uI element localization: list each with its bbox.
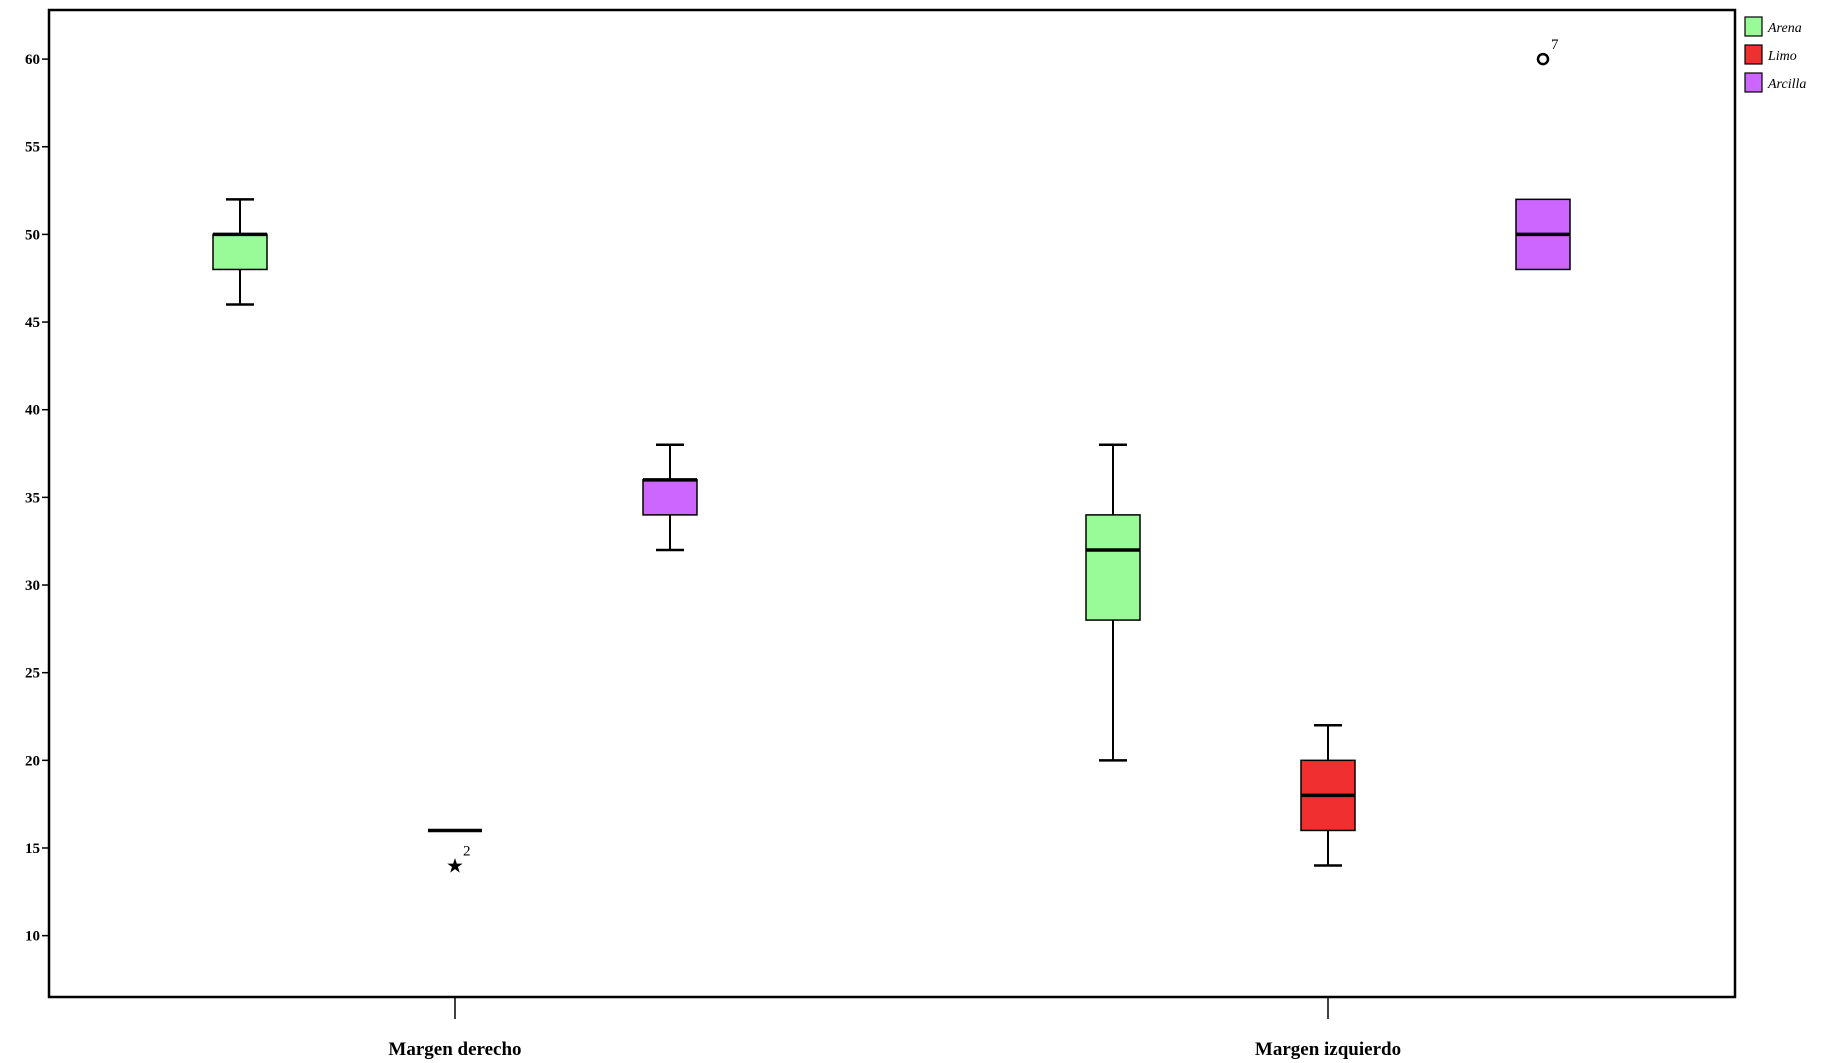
legend-label-arcilla: Arcilla bbox=[1767, 77, 1806, 92]
legend-swatch-arcilla bbox=[1744, 72, 1763, 93]
legend-label-arena: Arena bbox=[1767, 21, 1802, 36]
box-body bbox=[1085, 514, 1141, 621]
box-arena bbox=[1085, 443, 1141, 762]
legend-swatch-limo bbox=[1744, 44, 1763, 65]
box-body bbox=[212, 233, 268, 271]
outlier-case-label: 7 bbox=[1551, 37, 1559, 53]
y-tick-label: 60 bbox=[25, 52, 40, 68]
box-arcilla bbox=[642, 443, 698, 552]
outlier-case-label: 2 bbox=[463, 844, 471, 860]
y-tick-label: 45 bbox=[25, 315, 40, 331]
y-tick-label: 40 bbox=[25, 403, 40, 419]
y-tick-label: 30 bbox=[25, 578, 40, 594]
boxes-layer: ★2 7 bbox=[212, 37, 1571, 878]
y-tick-label: 55 bbox=[25, 140, 40, 156]
legend-label-limo: Limo bbox=[1767, 49, 1797, 64]
y-tick-label: 35 bbox=[25, 490, 40, 506]
x-category-label: Margen izquierdo bbox=[1255, 1039, 1401, 1060]
box-limo: ★2 bbox=[428, 828, 482, 878]
y-tick-label: 25 bbox=[25, 666, 40, 682]
legend: Arena Limo Arcilla bbox=[1744, 16, 1806, 93]
box-arcilla: 7 bbox=[1515, 37, 1571, 271]
y-tick-label: 10 bbox=[25, 929, 40, 945]
y-tick-label: 20 bbox=[25, 753, 40, 769]
y-tick-label: 50 bbox=[25, 227, 40, 243]
box-limo bbox=[1300, 724, 1356, 867]
x-category-label: Margen derecho bbox=[388, 1039, 521, 1060]
legend-swatch-arena bbox=[1744, 16, 1763, 37]
box-body bbox=[642, 479, 698, 516]
plot-frame bbox=[47, 8, 1737, 999]
outlier-star: ★ bbox=[446, 854, 464, 878]
box-arena bbox=[212, 198, 268, 306]
y-axis: 10 15 20 25 30 35 40 45 50 55 60 bbox=[25, 52, 49, 945]
x-axis: Margen derecho Margen izquierdo bbox=[388, 997, 1401, 1060]
y-tick-label: 15 bbox=[25, 841, 40, 857]
outlier-circle bbox=[1536, 52, 1550, 66]
